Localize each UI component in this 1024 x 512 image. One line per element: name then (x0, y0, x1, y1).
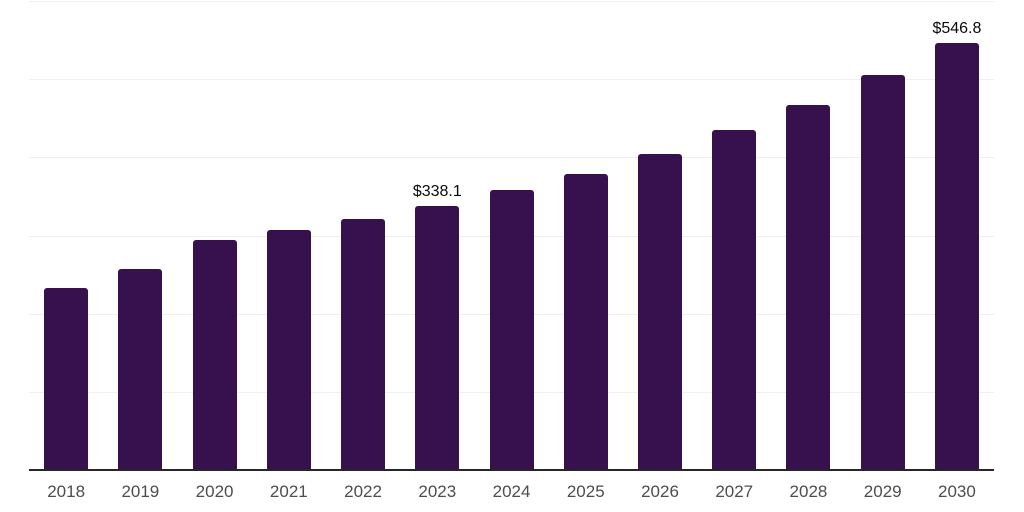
bar-2029 (860, 75, 905, 470)
bar-column-2019 (103, 1, 177, 470)
gridline (29, 1, 994, 2)
bar-2021 (266, 229, 311, 470)
x-tick-label-2029: 2029 (863, 482, 902, 501)
x-tick-label-2020: 2020 (195, 482, 234, 501)
bar-2030 (934, 42, 979, 470)
bar-value-label-2023: $338.1 (412, 182, 462, 200)
x-tick-label-2023: 2023 (418, 482, 457, 501)
plot-area: $338.1 $546.8 (29, 1, 994, 471)
bars-layer: $338.1 $546.8 (29, 1, 994, 470)
bar-column-2026 (623, 1, 697, 470)
bar-2026 (637, 153, 682, 470)
x-axis-line (29, 469, 994, 471)
bar-column-2027 (697, 1, 771, 470)
x-tick-label-2022: 2022 (344, 482, 382, 501)
bar-2023 (415, 205, 460, 470)
x-tick-label-2021: 2021 (269, 482, 308, 501)
bar-2028 (786, 105, 831, 470)
x-tick-label-2018: 2018 (47, 482, 86, 501)
bar-2027 (712, 129, 757, 470)
x-tick-label-2028: 2028 (789, 482, 828, 501)
x-tick-label-2027: 2027 (715, 482, 754, 501)
bar-column-2024 (474, 1, 548, 470)
bar-column-2029 (846, 1, 920, 470)
bar-column-2028 (771, 1, 845, 470)
gridline (29, 79, 994, 81)
bar-2022 (341, 218, 386, 470)
x-tick-label-2030: 2030 (938, 482, 976, 501)
bar-2024 (489, 190, 534, 470)
bar-column-2030: $546.8 (920, 1, 994, 470)
x-axis-labels: 2018 2019 2020 2021 2022 2023 2024 2025 2026 2027… (29, 481, 994, 503)
x-tick-label-2026: 2026 (641, 482, 679, 501)
bar-column-2023: $338.1 (400, 1, 474, 470)
bar-value-label-2030: $546.8 (932, 19, 982, 37)
bar-2020 (192, 239, 237, 470)
bar-column-2022 (326, 1, 400, 470)
bar-column-2025 (549, 1, 623, 470)
bar-2019 (118, 269, 163, 470)
bar-2018 (44, 287, 89, 470)
gridline (29, 157, 994, 159)
x-tick-label-2024: 2024 (492, 482, 531, 501)
bar-column-2018 (29, 1, 103, 470)
bar-column-2021 (252, 1, 326, 470)
x-tick-label-2025: 2025 (566, 482, 605, 501)
bar-2025 (563, 173, 608, 470)
bar-column-2020 (177, 1, 251, 470)
x-tick-label-2019: 2019 (121, 482, 160, 501)
